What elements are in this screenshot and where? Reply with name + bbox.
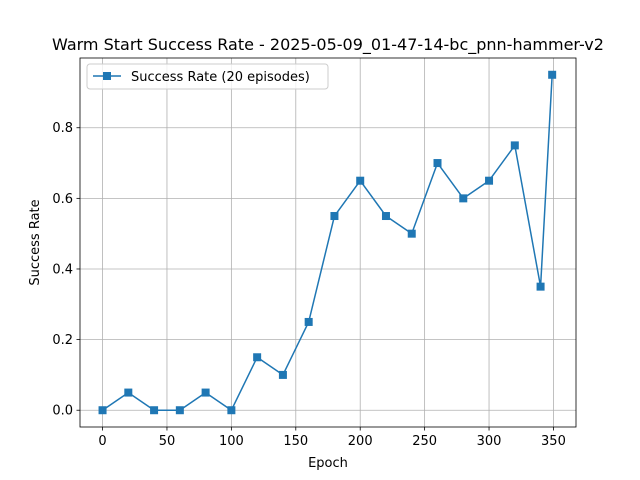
data-point-marker bbox=[304, 317, 313, 326]
data-point-marker bbox=[330, 212, 339, 221]
data-point-marker bbox=[98, 406, 107, 415]
x-tick-label: 50 bbox=[159, 434, 176, 449]
data-point-marker bbox=[459, 194, 468, 203]
data-point-marker bbox=[175, 406, 184, 415]
x-tick-label: 300 bbox=[477, 434, 502, 449]
y-tick-label: 0.6 bbox=[52, 192, 73, 207]
data-point-marker bbox=[407, 229, 416, 238]
x-tick-label: 200 bbox=[348, 434, 373, 449]
data-point-marker bbox=[433, 159, 442, 168]
chart-title: Warm Start Success Rate - 2025-05-09_01-… bbox=[52, 35, 604, 55]
x-tick-label: 350 bbox=[541, 434, 566, 449]
x-axis-label: Epoch bbox=[308, 456, 348, 471]
data-point-marker bbox=[381, 212, 390, 221]
axis-ticks: 0 50 100 150 200 250 300 350 0.0 0.2 0.4 0.6 0.8 bbox=[52, 121, 566, 449]
plot-frame bbox=[79, 57, 577, 428]
data-point-marker bbox=[150, 406, 159, 415]
legend-marker-swatch bbox=[103, 72, 111, 80]
y-tick-label: 0.8 bbox=[52, 121, 73, 136]
data-point-marker bbox=[356, 176, 365, 185]
y-tick-label: 0.4 bbox=[52, 262, 73, 277]
data-point-marker bbox=[536, 282, 545, 291]
data-point-marker bbox=[124, 388, 133, 397]
data-point-marker bbox=[227, 406, 236, 415]
x-tick-label: 250 bbox=[412, 434, 437, 449]
legend-label: Success Rate (20 episodes) bbox=[131, 70, 310, 85]
x-tick-label: 0 bbox=[98, 434, 106, 449]
data-point-marker bbox=[485, 176, 494, 185]
x-tick-label: 100 bbox=[219, 434, 244, 449]
data-point-marker bbox=[510, 141, 519, 150]
y-axis-label: Success Rate bbox=[28, 199, 43, 285]
data-series bbox=[98, 70, 557, 415]
x-tick-label: 150 bbox=[283, 434, 308, 449]
y-tick-label: 0.0 bbox=[52, 404, 73, 419]
data-point-marker bbox=[253, 353, 262, 362]
legend: Success Rate (20 episodes) bbox=[86, 63, 329, 90]
data-point-marker bbox=[278, 370, 287, 379]
legend-box bbox=[86, 63, 329, 90]
data-point-marker bbox=[201, 388, 210, 397]
data-point-marker bbox=[548, 70, 557, 79]
y-tick-label: 0.2 bbox=[52, 333, 73, 348]
